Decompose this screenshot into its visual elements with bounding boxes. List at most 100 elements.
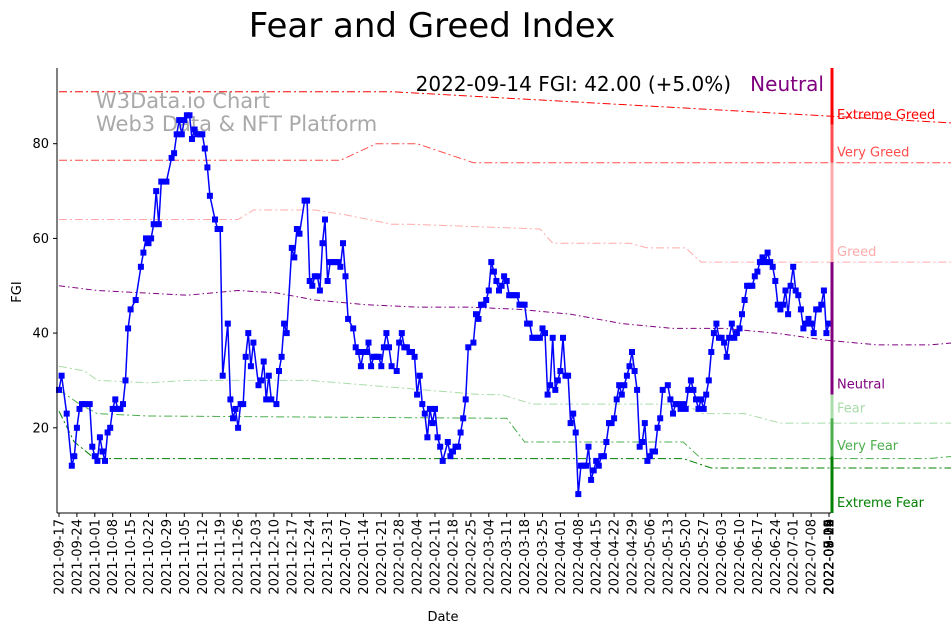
fgi-point [247,363,254,370]
x-tick-label: 2022-07-15 [823,519,838,595]
x-tick-label: 2022-07-01 [787,519,802,595]
fgi-point [588,476,595,483]
fgi-point [790,263,797,270]
fgi-point [600,453,607,460]
band-line-extreme-greed [59,91,951,124]
fgi-point [547,382,554,389]
fgi-point [682,405,689,412]
fgi-point [352,344,359,351]
fgi-point [767,259,774,266]
fgi-series-line [58,114,830,495]
fgi-point [304,197,311,204]
x-tick-label: 2022-07-29 [823,519,838,595]
fgi-point [501,273,508,280]
fgi-point [646,453,653,460]
fgi-point [242,353,249,360]
fgi-point [199,131,206,138]
fgi-point [411,353,418,360]
fgi-point [733,330,740,337]
x-tick-label: 2021-11-05 [178,519,193,595]
fgi-point [132,297,139,303]
fgi-point [772,278,779,284]
fgi-point [293,226,300,232]
fgi-point [554,377,561,384]
fgi-point [480,301,487,308]
x-tick-label: 2022-01-21 [375,519,390,595]
x-tick-label: 2022-06-03 [715,519,730,595]
fgi-point [826,320,832,327]
x-tick-label: 2022-04-08 [572,519,587,595]
x-tick-label: 2022-09-02 [823,519,838,595]
fgi-point [764,249,771,256]
fgi-point [191,126,198,133]
x-tick-label: 2022-02-18 [447,519,462,595]
fgi-point [398,330,405,337]
fgi-point [419,401,426,408]
fgi-point [58,372,65,379]
fgi-point [680,401,687,408]
fgi-point [365,339,372,346]
x-tick-label: 2022-08-05 [823,519,838,595]
fgi-point [171,150,178,157]
fgi-point [608,420,615,427]
fgi-point [437,443,444,450]
fgi-point [206,192,213,199]
fgi-point [485,287,492,294]
y-tick-label: 40 [32,327,49,342]
fgi-point [409,349,415,355]
fgi-point [496,287,502,294]
fgi-point [818,301,825,308]
fgi-point [250,339,257,346]
fgi-point [741,297,748,303]
fgi-point [498,282,505,289]
fgi-point [148,235,155,242]
fgi-point [168,154,175,161]
fgi-point [86,401,93,408]
fgi-point [693,396,699,403]
x-tick-label: 2022-03-11 [500,519,515,595]
fgi-point [710,330,717,337]
fgi-point [590,467,597,474]
fgi-point [107,424,114,431]
fgi-point [698,396,705,403]
x-tick-label: 2022-08-26 [823,519,838,595]
fgi-point [754,268,761,275]
fgi-point [68,462,75,469]
x-tick-label: 2022-02-11 [429,519,444,595]
fgi-point [296,230,303,237]
x-tick-label: 2022-05-13 [661,519,676,595]
x-tick-label: 2021-09-17 [53,519,68,595]
x-tick-label: 2021-12-17 [285,519,300,595]
fgi-point [552,386,559,393]
fgi-point [393,368,400,374]
fgi-point [805,315,812,322]
band-line-greed [59,209,951,263]
fgi-point [186,112,193,119]
x-tick-label: 2022-07-08 [805,519,820,595]
fgi-point [322,216,328,223]
fgi-point [670,410,676,417]
fgi-point [432,405,438,412]
fgi-point [273,401,280,408]
fgi-point [810,330,817,337]
fgi-point [201,145,208,152]
fgi-point [143,235,149,242]
fgi-point [756,259,763,266]
x-tick-label: 2022-06-24 [769,519,784,595]
fgi-point [91,453,98,460]
fgi-point [306,278,313,284]
fgi-point [749,282,756,289]
fgi-point [652,448,658,455]
x-tick-label: 2021-11-12 [196,519,211,595]
fgi-point [634,386,641,393]
fgi-point [782,287,789,294]
fgi-point [235,424,242,431]
fgi-point [718,334,725,341]
fgi-point [403,344,410,351]
fgi-point [150,221,157,228]
x-tick-label: 2022-08-12 [823,519,838,595]
fgi-point [283,330,290,337]
fgi-point [288,244,295,251]
fgi-point [736,325,743,332]
fgi-point [675,401,682,408]
